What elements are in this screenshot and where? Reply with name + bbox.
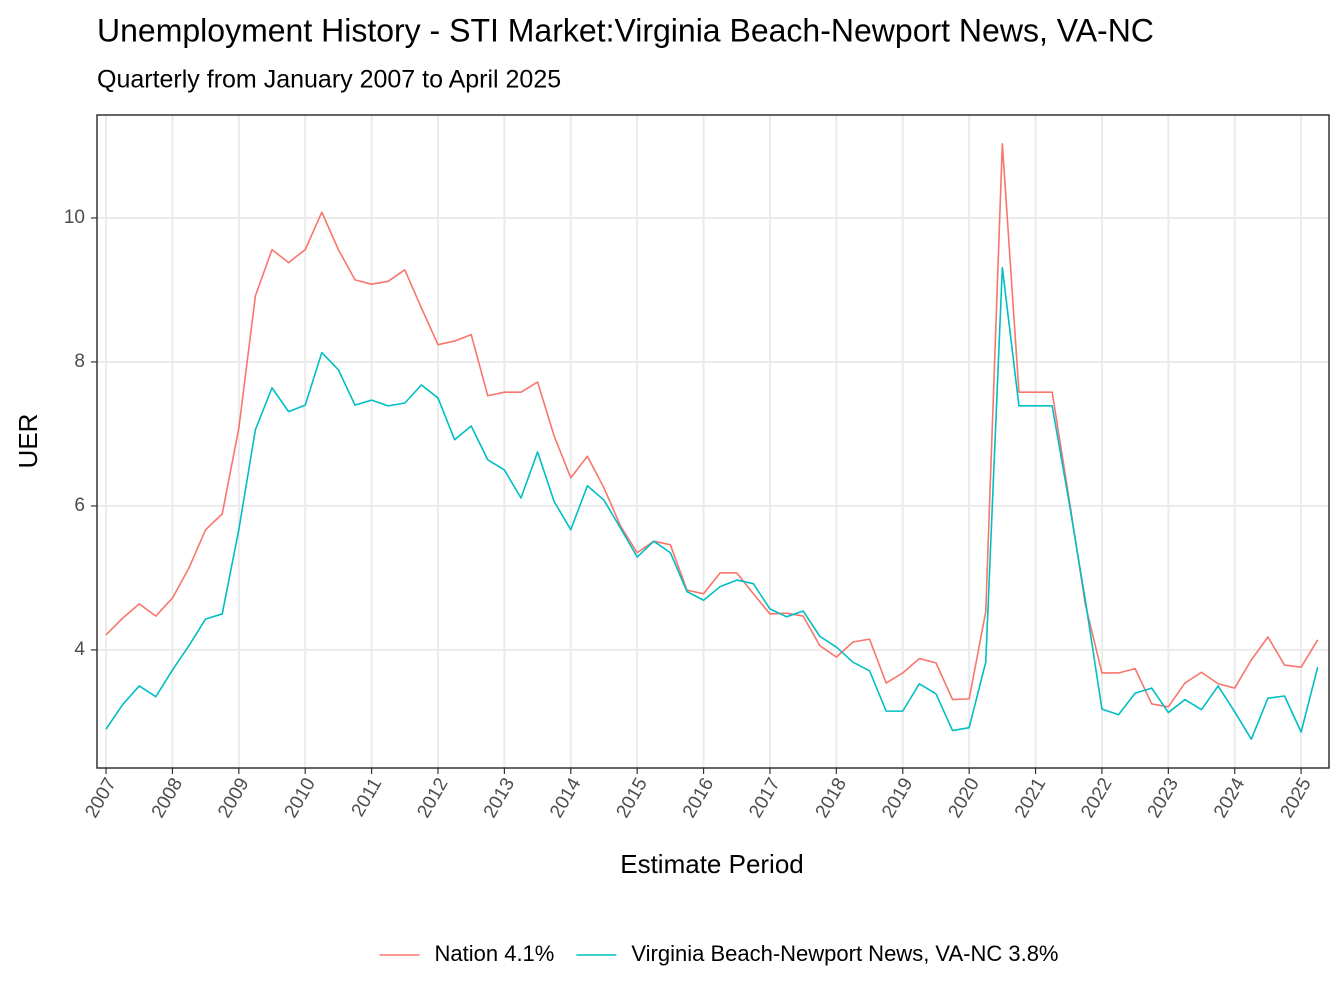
plot-border bbox=[96, 114, 1330, 769]
x-tick-label: 2020 bbox=[944, 775, 983, 822]
x-tick-label: 2007 bbox=[81, 775, 120, 822]
x-tick-label: 2016 bbox=[679, 775, 718, 822]
x-tick-label: 2009 bbox=[214, 775, 253, 822]
x-tick-label: 2018 bbox=[812, 775, 851, 822]
x-tick-label: 2010 bbox=[281, 775, 320, 822]
y-tick-label: 8 bbox=[74, 351, 85, 372]
legend-label: Virginia Beach-Newport News, VA-NC 3.8% bbox=[631, 941, 1058, 966]
legend-label: Nation 4.1% bbox=[435, 941, 555, 966]
legend: Nation 4.1% Virginia Beach-Newport News, … bbox=[379, 941, 1059, 966]
chart-title: Unemployment History - STI Market:Virgin… bbox=[97, 12, 1154, 48]
x-tick-label: 2011 bbox=[348, 775, 387, 821]
x-tick-label: 2023 bbox=[1144, 775, 1183, 822]
x-tick-label: 2024 bbox=[1210, 774, 1250, 821]
chart-subtitle: Quarterly from January 2007 to April 202… bbox=[97, 66, 561, 94]
plot-background bbox=[97, 115, 1329, 768]
y-axis-title: UER bbox=[13, 414, 43, 469]
x-tick-label: 2014 bbox=[546, 774, 586, 821]
x-tick-label: 2019 bbox=[878, 775, 917, 822]
x-tick-label: 2017 bbox=[745, 775, 784, 822]
y-tick-label: 4 bbox=[74, 639, 85, 660]
data-line bbox=[105, 266, 1319, 740]
x-tick-label: 2008 bbox=[148, 775, 187, 822]
x-tick-label: 2022 bbox=[1077, 775, 1116, 822]
y-tick-label: 6 bbox=[74, 495, 85, 516]
x-tick-label: 2021 bbox=[1011, 775, 1050, 822]
x-tick-label: 2025 bbox=[1276, 775, 1315, 822]
x-tick-label: 2012 bbox=[413, 775, 452, 822]
x-tick-label: 2013 bbox=[480, 775, 519, 822]
x-axis-title: Estimate Period bbox=[620, 849, 804, 879]
x-tick-label: 2015 bbox=[613, 775, 652, 822]
data-line bbox=[105, 143, 1319, 708]
y-tick-label: 10 bbox=[64, 207, 85, 228]
